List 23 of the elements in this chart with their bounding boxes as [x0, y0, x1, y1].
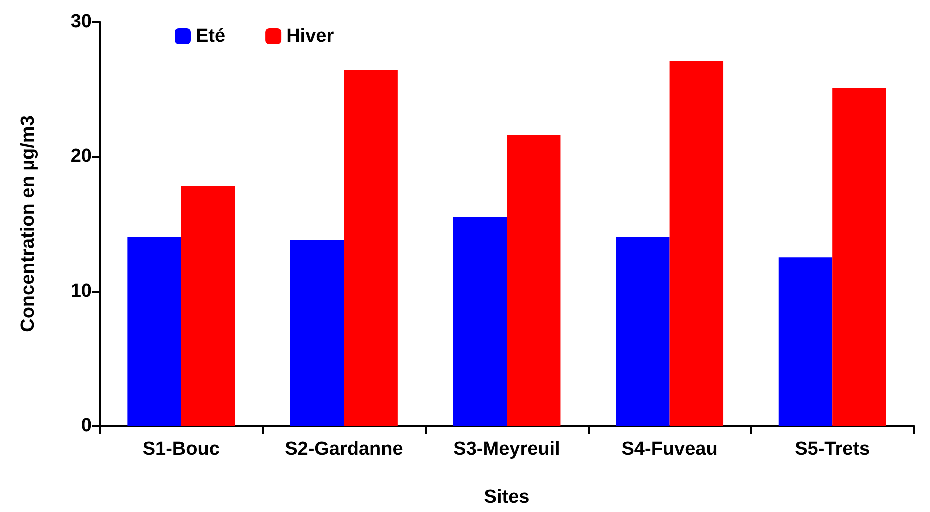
x-axis-title: Sites — [484, 487, 530, 508]
bar — [344, 70, 398, 426]
y-axis-title: Concentration en µg/m3 — [18, 116, 39, 332]
x-tick-label: S2-Gardanne — [285, 439, 404, 460]
y-tick-label: 30 — [70, 12, 92, 32]
bar — [290, 240, 344, 426]
bar — [832, 88, 886, 426]
bar — [453, 217, 507, 426]
bar — [616, 237, 670, 426]
legend-label: Eté — [196, 26, 226, 47]
x-tick-label: S3-Meyreuil — [454, 439, 560, 460]
x-tick-label: S4-Fuveau — [622, 439, 718, 460]
bar — [507, 135, 561, 426]
y-tick-label: 10 — [70, 280, 92, 302]
y-tick-label: 20 — [70, 146, 92, 168]
legend-label: Hiver — [286, 26, 335, 47]
bar — [670, 61, 724, 426]
bar — [181, 186, 236, 426]
x-tick-label: S1-Bouc — [142, 439, 220, 460]
bar — [128, 237, 182, 426]
x-tick-label: S5-Trets — [795, 439, 870, 460]
y-tick-label: 0 — [81, 416, 92, 436]
bar — [778, 258, 833, 426]
